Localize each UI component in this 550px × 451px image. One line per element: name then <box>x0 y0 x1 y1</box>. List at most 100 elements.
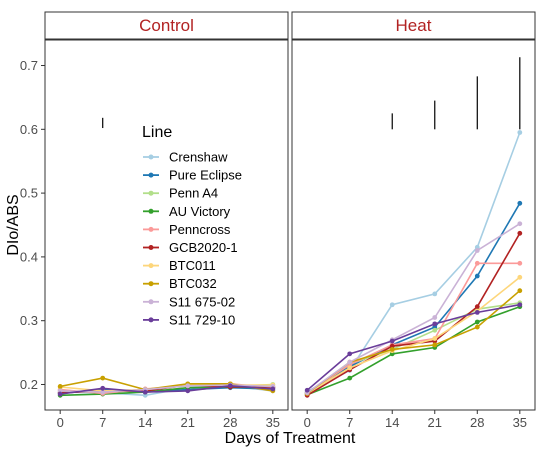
x-tick-label: 0 <box>304 415 311 430</box>
series-s11-729-10 <box>57 302 523 397</box>
series-crenshaw <box>57 130 523 398</box>
series-line <box>60 384 273 393</box>
legend-item: AU Victory <box>143 204 231 219</box>
legend-label: AU Victory <box>169 204 231 219</box>
data-point <box>100 375 106 381</box>
legend-label: BTC032 <box>169 276 217 291</box>
legend-item: Penn A4 <box>143 186 218 201</box>
data-point <box>142 389 148 395</box>
x-tick-label: 14 <box>138 415 152 430</box>
x-axis: 0 7 14 21 28 35 0 7 14 21 28 35 <box>57 410 527 430</box>
series-layer <box>57 130 523 398</box>
data-point <box>432 321 438 327</box>
legend-label: Penn A4 <box>169 186 218 201</box>
series-line <box>60 384 273 395</box>
data-point <box>474 324 480 330</box>
legend-key-point <box>148 281 154 287</box>
data-point <box>517 230 523 236</box>
legend-label: Crenshaw <box>169 150 228 165</box>
legend-key-point <box>148 299 154 305</box>
legend-item: S11 729-10 <box>143 312 235 327</box>
x-tick-label: 14 <box>385 415 399 430</box>
legend-key-point <box>148 263 154 269</box>
x-tick-label: 35 <box>266 415 280 430</box>
y-tick-label: 0.3 <box>20 313 38 328</box>
data-point <box>100 385 106 391</box>
y-axis: 0.2 0.3 0.4 0.5 0.6 0.7 <box>20 58 45 392</box>
data-point <box>185 388 191 394</box>
facet-strip-control: Control <box>44 11 289 40</box>
data-point <box>185 383 191 389</box>
series-pure-eclipse <box>57 200 523 396</box>
series-penn-a4 <box>57 300 523 397</box>
legend-item: Crenshaw <box>143 150 228 165</box>
data-point <box>474 260 480 266</box>
data-point <box>227 383 233 389</box>
legend-item: GCB2020-1 <box>143 240 238 255</box>
legend-key-point <box>148 190 154 196</box>
legend-key-point <box>148 172 154 178</box>
data-point <box>389 338 395 344</box>
data-point <box>517 221 523 227</box>
data-point <box>474 304 480 310</box>
significance-bars <box>102 57 521 130</box>
x-tick-label: 21 <box>181 415 195 430</box>
data-point <box>57 383 63 389</box>
series-line <box>306 276 521 395</box>
series-line <box>306 303 520 391</box>
data-point <box>517 288 523 294</box>
legend-label: Pure Eclipse <box>169 168 242 183</box>
legend-item: Pure Eclipse <box>143 168 242 183</box>
x-tick-label: 28 <box>223 415 237 430</box>
legend: Line Crenshaw Pure Eclipse Penn A4 AU Victo… <box>142 124 242 327</box>
y-tick-label: 0.4 <box>20 249 38 264</box>
data-point <box>517 200 523 206</box>
data-point <box>517 260 523 266</box>
data-point <box>432 291 438 297</box>
data-point <box>517 302 523 308</box>
legend-key-point <box>148 154 154 160</box>
facet-strip-heat: Heat <box>291 11 536 40</box>
data-point <box>347 359 353 365</box>
series-btc032 <box>57 288 523 396</box>
y-tick-label: 0.6 <box>20 122 38 137</box>
legend-label: Penncross <box>169 222 231 237</box>
series-penncross <box>57 260 523 396</box>
series-line <box>306 302 520 395</box>
x-axis-title: Days of Treatment <box>225 430 356 447</box>
data-point <box>389 346 395 352</box>
x-tick-label: 7 <box>99 415 106 430</box>
legend-label: BTC011 <box>169 258 216 273</box>
facet-label-control: Control <box>139 16 194 35</box>
data-point <box>347 365 353 371</box>
legend-label: S11 729-10 <box>169 312 235 327</box>
data-point <box>432 327 438 333</box>
legend-key-point <box>148 208 154 214</box>
x-tick-label: 21 <box>428 415 442 430</box>
legend-title: Line <box>142 124 172 141</box>
data-point <box>347 351 353 357</box>
series-gcb2020-1 <box>57 230 523 398</box>
x-tick-label: 35 <box>513 415 527 430</box>
panel-heat <box>291 39 536 411</box>
series-line <box>306 232 521 396</box>
data-point <box>270 386 276 392</box>
data-point <box>474 319 480 325</box>
y-tick-label: 0.7 <box>20 58 38 73</box>
data-point <box>347 375 353 381</box>
legend-item: Penncross <box>143 222 231 237</box>
legend-label: S11 675-02 <box>169 294 235 309</box>
facet-label-heat: Heat <box>396 16 432 35</box>
series-btc011 <box>57 274 523 396</box>
legend-item: BTC011 <box>143 258 216 273</box>
x-tick-label: 28 <box>470 415 484 430</box>
data-point <box>474 273 480 279</box>
x-tick-label: 7 <box>346 415 353 430</box>
y-tick-label: 0.5 <box>20 186 38 201</box>
data-point <box>304 387 310 393</box>
x-tick-label: 0 <box>57 415 64 430</box>
series-line <box>306 223 521 394</box>
y-axis-title: DIo/ABS <box>5 194 22 255</box>
legend-key-point <box>148 226 154 232</box>
